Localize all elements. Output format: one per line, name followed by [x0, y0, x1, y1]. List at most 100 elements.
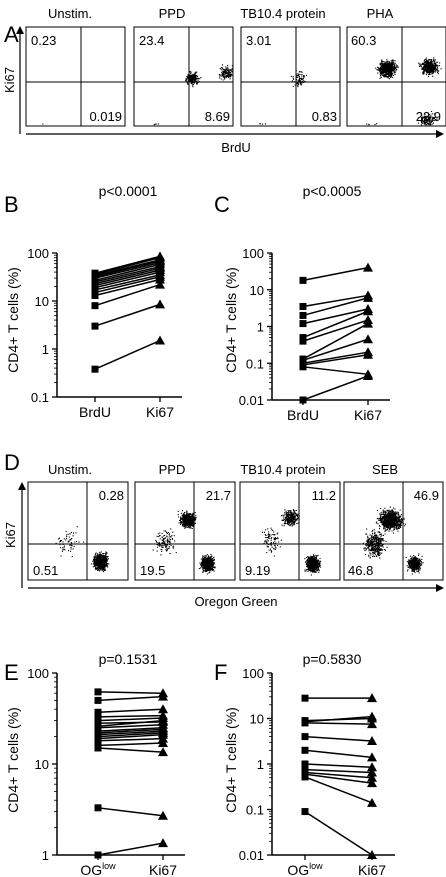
pair-line [302, 310, 369, 339]
panel-d-plot-4-title: SEB [372, 462, 398, 477]
after-marker [363, 262, 373, 272]
y-tick-label: 10 [250, 283, 264, 298]
cell-dot-cloud [153, 123, 160, 126]
y-tick-label: 1 [257, 320, 264, 335]
pair-line [97, 728, 164, 734]
pair-line [304, 768, 373, 774]
before-marker [301, 760, 309, 768]
panel-e-chart: p=0.1531 CD4+ T cells (%) 1 10 100 OGlow Ki67 [5, 651, 185, 877]
panel-a-x-arrowhead [436, 130, 444, 138]
y-tick-label: 100 [27, 246, 49, 261]
panel-a-plot-4-title: PHA [367, 6, 394, 21]
pair-line [302, 375, 369, 401]
after-marker [363, 349, 373, 359]
panel-d-plot-4-bl-value: 46.8 [348, 563, 373, 578]
y-tick-label: 0.1 [31, 390, 49, 405]
cell-dot-cloud [375, 59, 399, 80]
after-marker [367, 797, 377, 807]
pair-line [94, 255, 161, 274]
after-marker [363, 292, 373, 302]
after-marker [155, 251, 165, 261]
panel-a-plot-2-title: PPD [159, 6, 186, 21]
before-marker [299, 337, 307, 345]
before-marker [94, 713, 102, 721]
cell-dot-cloud [405, 553, 424, 575]
before-marker [94, 696, 102, 704]
before-marker [94, 744, 102, 752]
cell-dot-cloud [418, 57, 442, 77]
panel-letter-c: C [214, 192, 230, 217]
panel-a-plot-1-title: Unstim. [48, 6, 92, 21]
y-tick-label: 100 [242, 666, 264, 681]
before-marker [299, 276, 307, 284]
pair-line [94, 263, 161, 282]
panel-d-plot-seb: 46.9 46.8 [343, 481, 444, 581]
panel-letter-a: A [4, 22, 19, 47]
before-marker [301, 733, 309, 741]
after-marker [158, 704, 168, 714]
panel-a-plot-2-tl-value: 23.4 [139, 33, 164, 48]
after-marker [367, 693, 377, 703]
pair-line [97, 730, 164, 736]
after-marker [158, 747, 168, 757]
pair-line [302, 297, 369, 317]
y-tick-label: 100 [242, 246, 264, 261]
cell-dot-cloud [259, 123, 266, 125]
pair-line [304, 715, 373, 723]
panel-f-chart: p=0.5830 CD4+ T cells (%) 0.01 0.1 1 10 100 OGl… [223, 651, 395, 877]
panel-d-plot-tb104: 11.2 9.19 [239, 481, 341, 581]
pair-line [97, 717, 164, 722]
pair-line [302, 266, 369, 282]
panel-c-chart: p<0.0005 CD4+ T cells (%) 0.01 0.1 1 10 100 Brd… [223, 183, 390, 423]
after-marker [367, 772, 377, 782]
cell-dot-cloud [152, 528, 177, 556]
pair-line [304, 810, 373, 856]
pair-line [94, 274, 161, 291]
pair-line [94, 269, 161, 287]
panel-d-plot-2-tr-value: 21.7 [206, 488, 231, 503]
panel-d-ylabel: Ki67 [3, 522, 18, 548]
panel-d-plot-1-tr-value: 0.28 [99, 488, 124, 503]
panel-c-ylabel: CD4+ T cells (%) [223, 267, 239, 373]
panel-a-flow-plots: Unstim. PPD TB10.4 protein PHA 0.23 0.01… [2, 6, 446, 155]
panel-d-x-arrowhead [436, 584, 444, 592]
pair-line [302, 308, 369, 325]
y-tick-label: 100 [27, 666, 49, 681]
cell-dot-cloud [366, 123, 378, 126]
pair-line [94, 276, 161, 294]
pair-line [94, 256, 161, 276]
pair-line [94, 259, 161, 277]
panel-b-ylabel: CD4+ T cells (%) [5, 267, 21, 373]
before-marker [91, 365, 99, 373]
cell-dot-cloud [261, 527, 282, 557]
before-marker [299, 363, 307, 371]
panel-d-flow-plots: Unstim. PPD TB10.4 protein SEB 0.28 0.51… [3, 462, 444, 609]
pair-line [97, 691, 164, 694]
x-tick-label: BrdU [287, 407, 319, 423]
pair-line [304, 735, 373, 742]
cell-dot-cloud [177, 510, 197, 530]
y-tick-label: 0.1 [246, 803, 264, 818]
before-marker [94, 804, 102, 812]
panel-a-plot-ppd: 23.4 8.69 [133, 26, 234, 127]
cell-dot-cloud [304, 554, 322, 576]
pair-line [304, 722, 373, 725]
pair-line [302, 351, 369, 364]
pair-line [302, 354, 369, 366]
panel-a-plot-4-tl-value: 60.3 [351, 33, 376, 48]
pair-line [94, 303, 161, 327]
panel-a-plot-pha: 60.3 22.9 [346, 26, 446, 127]
pair-line [94, 267, 161, 285]
pair-line [97, 719, 164, 727]
cell-dot-cloud [362, 528, 388, 559]
panel-letter-f: F [214, 660, 227, 685]
cell-dot-cloud [185, 70, 202, 88]
panel-e-title: p=0.1531 [99, 651, 158, 667]
x-tick-label: OGlow [80, 861, 116, 877]
panel-c-title: p<0.0005 [303, 183, 362, 199]
panel-b-chart: p<0.0001 CD4+ T cells (%) 0.1 1 10 100 BrdU Ki6… [5, 183, 182, 420]
y-tick-label: 1 [42, 848, 49, 863]
x-tick-label: Ki67 [149, 862, 177, 877]
panel-a-plot-1-br-value: 0.019 [89, 109, 122, 124]
panel-a-y-arrowhead [16, 26, 24, 34]
